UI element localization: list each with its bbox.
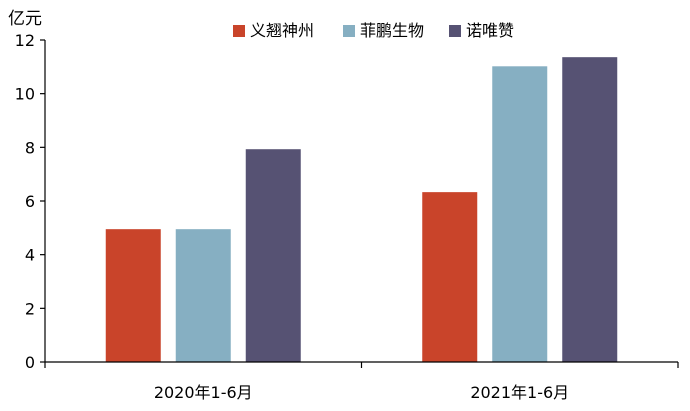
legend-swatch-2 (343, 25, 355, 37)
x-category-label: 2020年1-6月 (154, 383, 253, 402)
legend-swatch-1 (233, 25, 245, 37)
legend: 义翘神州 菲鹏生物 诺唯赞 (233, 21, 514, 40)
bar-2-1 (175, 229, 231, 362)
x-category-label: 2021年1-6月 (470, 383, 569, 402)
bar-2-2 (492, 66, 548, 363)
y-axis: 0 2 4 6 8 10 12 (15, 31, 46, 372)
bar-3-1 (245, 149, 301, 362)
y-tick-label: 12 (15, 31, 35, 50)
legend-label-2: 菲鹏生物 (360, 21, 424, 40)
y-tick-label: 0 (25, 353, 35, 372)
y-tick-label: 4 (25, 246, 35, 265)
bar-1-1 (105, 229, 161, 362)
legend-swatch-3 (449, 25, 461, 37)
legend-label-3: 诺唯赞 (466, 21, 514, 40)
bar-3-2 (562, 57, 618, 362)
y-tick-label: 8 (25, 138, 35, 157)
y-tick-label: 6 (25, 192, 35, 211)
bars (105, 57, 618, 363)
legend-label-1: 义翘神州 (250, 21, 314, 40)
y-tick-label: 2 (25, 299, 35, 318)
x-axis: 2020年1-6月 2021年1-6月 (44, 361, 679, 402)
bar-1-2 (422, 192, 478, 362)
y-tick-label: 10 (15, 85, 35, 104)
y-axis-unit-label: 亿元 (8, 9, 42, 29)
